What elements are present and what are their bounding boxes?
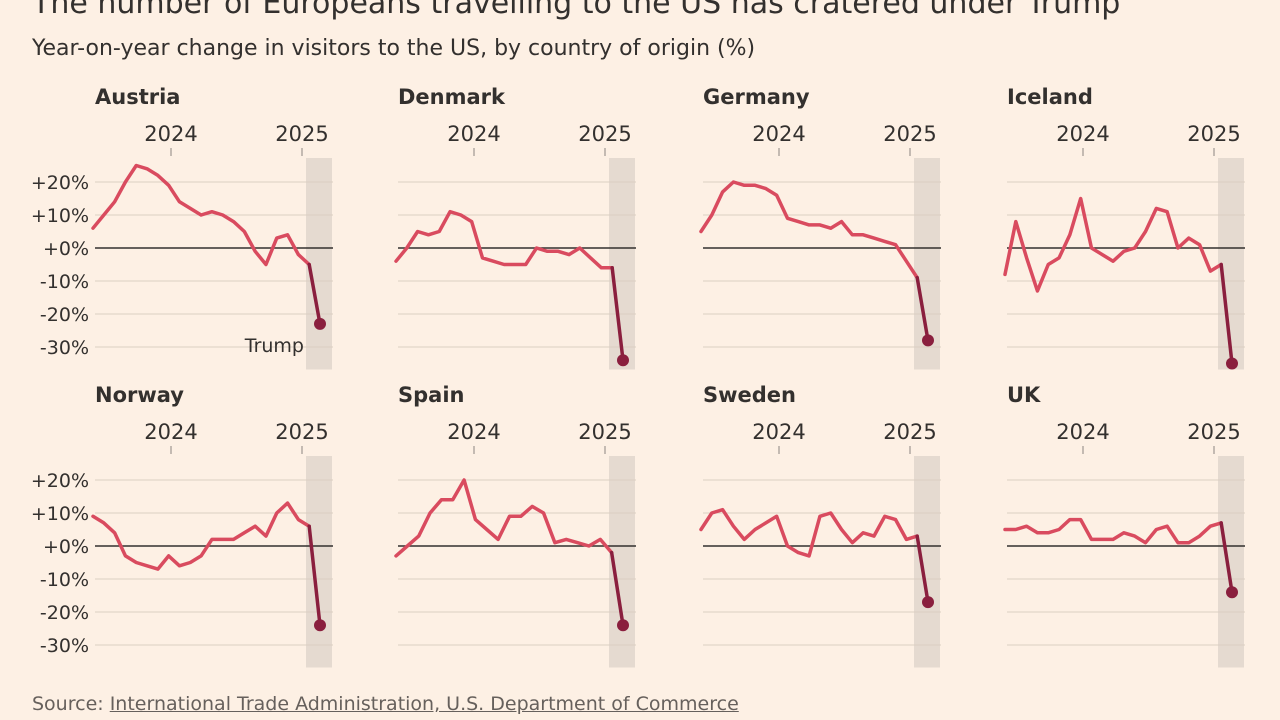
panel-title: Spain (398, 383, 464, 407)
latest-point (922, 596, 934, 609)
trump-segment (609, 550, 625, 627)
series-line (394, 478, 614, 558)
series-line (394, 209, 614, 270)
y-tick-label: -20% (40, 304, 89, 326)
panel-iceland: Iceland 2024 2025 (1003, 85, 1245, 370)
y-tick-label: +20% (31, 172, 89, 194)
x-tick-label: 2024 (1056, 122, 1109, 146)
trump-period-band (914, 456, 940, 668)
trump-segment (1219, 521, 1234, 594)
trump-segment (915, 534, 930, 604)
source-link[interactable]: International Trade Administration, U.S.… (109, 693, 739, 715)
x-tick-label: 2025 (578, 420, 631, 444)
x-tick-label: 2024 (144, 122, 197, 146)
series-line (91, 163, 311, 267)
trump-segment (610, 266, 625, 362)
x-tick-label: 2025 (883, 420, 936, 444)
trump-period-band (306, 456, 332, 668)
panel-uk: UK 2024 2025 (1003, 383, 1245, 668)
y-tick-label: +0% (43, 238, 89, 260)
panel-norway: Norway 2024 2025 +20% +10% +0% -10% -20% -30% (31, 383, 333, 668)
x-tick-label: 2024 (447, 122, 500, 146)
latest-point (1226, 357, 1238, 370)
panel-title: Sweden (703, 383, 796, 407)
chart-subtitle: Year-on-year change in visitors to the U… (32, 36, 756, 61)
trump-period-band (1218, 456, 1244, 668)
y-tick-label: +10% (31, 205, 89, 227)
latest-point (1226, 586, 1238, 599)
source-note: Source: International Trade Administrati… (32, 693, 739, 715)
x-tick-label: 2025 (275, 122, 328, 146)
panel-denmark: Denmark 2024 2025 (394, 85, 636, 370)
panel-title: Iceland (1007, 85, 1093, 109)
panel-title: UK (1007, 383, 1041, 407)
panel-title: Germany (703, 85, 810, 109)
y-tick-label: +20% (31, 470, 89, 492)
x-tick-label: 2025 (578, 122, 631, 146)
latest-point (617, 354, 629, 367)
panel-title: Norway (95, 383, 184, 407)
x-tick-label: 2025 (1187, 122, 1240, 146)
x-tick-label: 2024 (1056, 420, 1109, 444)
series-line (1003, 517, 1223, 545)
y-tick-label: -30% (40, 635, 89, 657)
x-tick-label: 2025 (1187, 420, 1240, 444)
source-prefix: Source: (32, 693, 110, 715)
latest-point (617, 619, 629, 632)
x-tick-label: 2024 (447, 420, 500, 444)
series-line (91, 501, 311, 571)
panel-germany: Germany 2024 2025 (699, 85, 941, 370)
latest-point (314, 619, 326, 632)
y-tick-label: -10% (40, 271, 89, 293)
x-tick-label: 2025 (275, 420, 328, 444)
x-tick-label: 2024 (144, 420, 197, 444)
y-tick-label: -20% (40, 602, 89, 624)
latest-point (922, 334, 934, 347)
series-line (699, 507, 919, 558)
panel-spain: Spain 2024 2025 (394, 383, 636, 668)
trump-period-band (609, 158, 635, 370)
latest-point (314, 317, 326, 330)
panel-title: Denmark (398, 85, 506, 109)
panel-austria: Austria 2024 2025 +20% +10% +0% -10% -20% -30% Tr… (31, 85, 333, 370)
panel-sweden: Sweden 2024 2025 (699, 383, 941, 668)
panel-title: Austria (95, 85, 180, 109)
trump-segment (307, 524, 322, 627)
y-tick-label: -10% (40, 569, 89, 591)
trump-segment (915, 275, 930, 343)
x-tick-label: 2024 (752, 420, 805, 444)
chart-title: The number of Europeans travelling to th… (32, 0, 1121, 21)
x-tick-label: 2025 (883, 122, 936, 146)
x-tick-label: 2024 (752, 122, 805, 146)
trump-segment (307, 262, 322, 326)
trump-segment (1219, 262, 1234, 366)
y-tick-label: +0% (43, 536, 89, 558)
trump-annotation: Trump (244, 335, 304, 357)
y-tick-label: +10% (31, 503, 89, 525)
series-line (699, 180, 919, 280)
y-tick-label: -30% (40, 337, 89, 359)
series-line (1003, 196, 1223, 293)
